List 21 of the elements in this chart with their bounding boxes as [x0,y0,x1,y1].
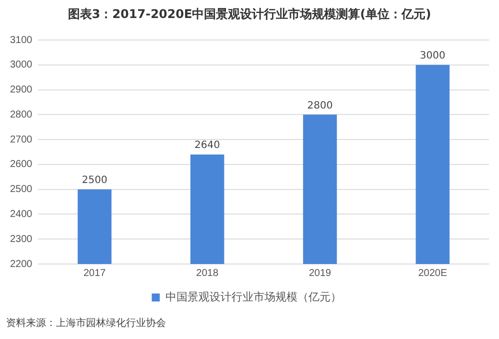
legend-label: 中国景观设计行业市场规模（亿元） [165,290,342,304]
text: 资料来源：上海市园林绿化行业协会 [6,316,166,330]
x-tick-label: 2019 [308,268,332,279]
y-tick-label: 2300 [10,234,33,245]
data-label: 2640 [194,140,220,152]
data-label: 2500 [82,174,108,186]
y-tick-label: 2600 [10,159,33,170]
data-label: 2800 [307,100,333,112]
x-tick-label: 2020E [418,268,448,279]
y-tick-label: 3000 [10,60,33,71]
y-tick-label: 2900 [10,84,33,96]
x-tick-label: 2018 [196,268,219,279]
y-tick-label: 2500 [10,184,33,196]
y-tick-label: 2400 [10,208,33,220]
y-tick-label: 2700 [10,134,33,146]
data-label: 3000 [420,50,446,62]
y-tick-label: 3100 [10,34,33,46]
x-tick-label: 2017 [83,268,106,279]
chart-title: 图表3：2017-2020E中国景观设计行业市场规模测算(单位：亿元) [66,6,432,23]
y-tick-label: 2800 [10,109,33,120]
y-tick-label: 2200 [10,258,33,270]
